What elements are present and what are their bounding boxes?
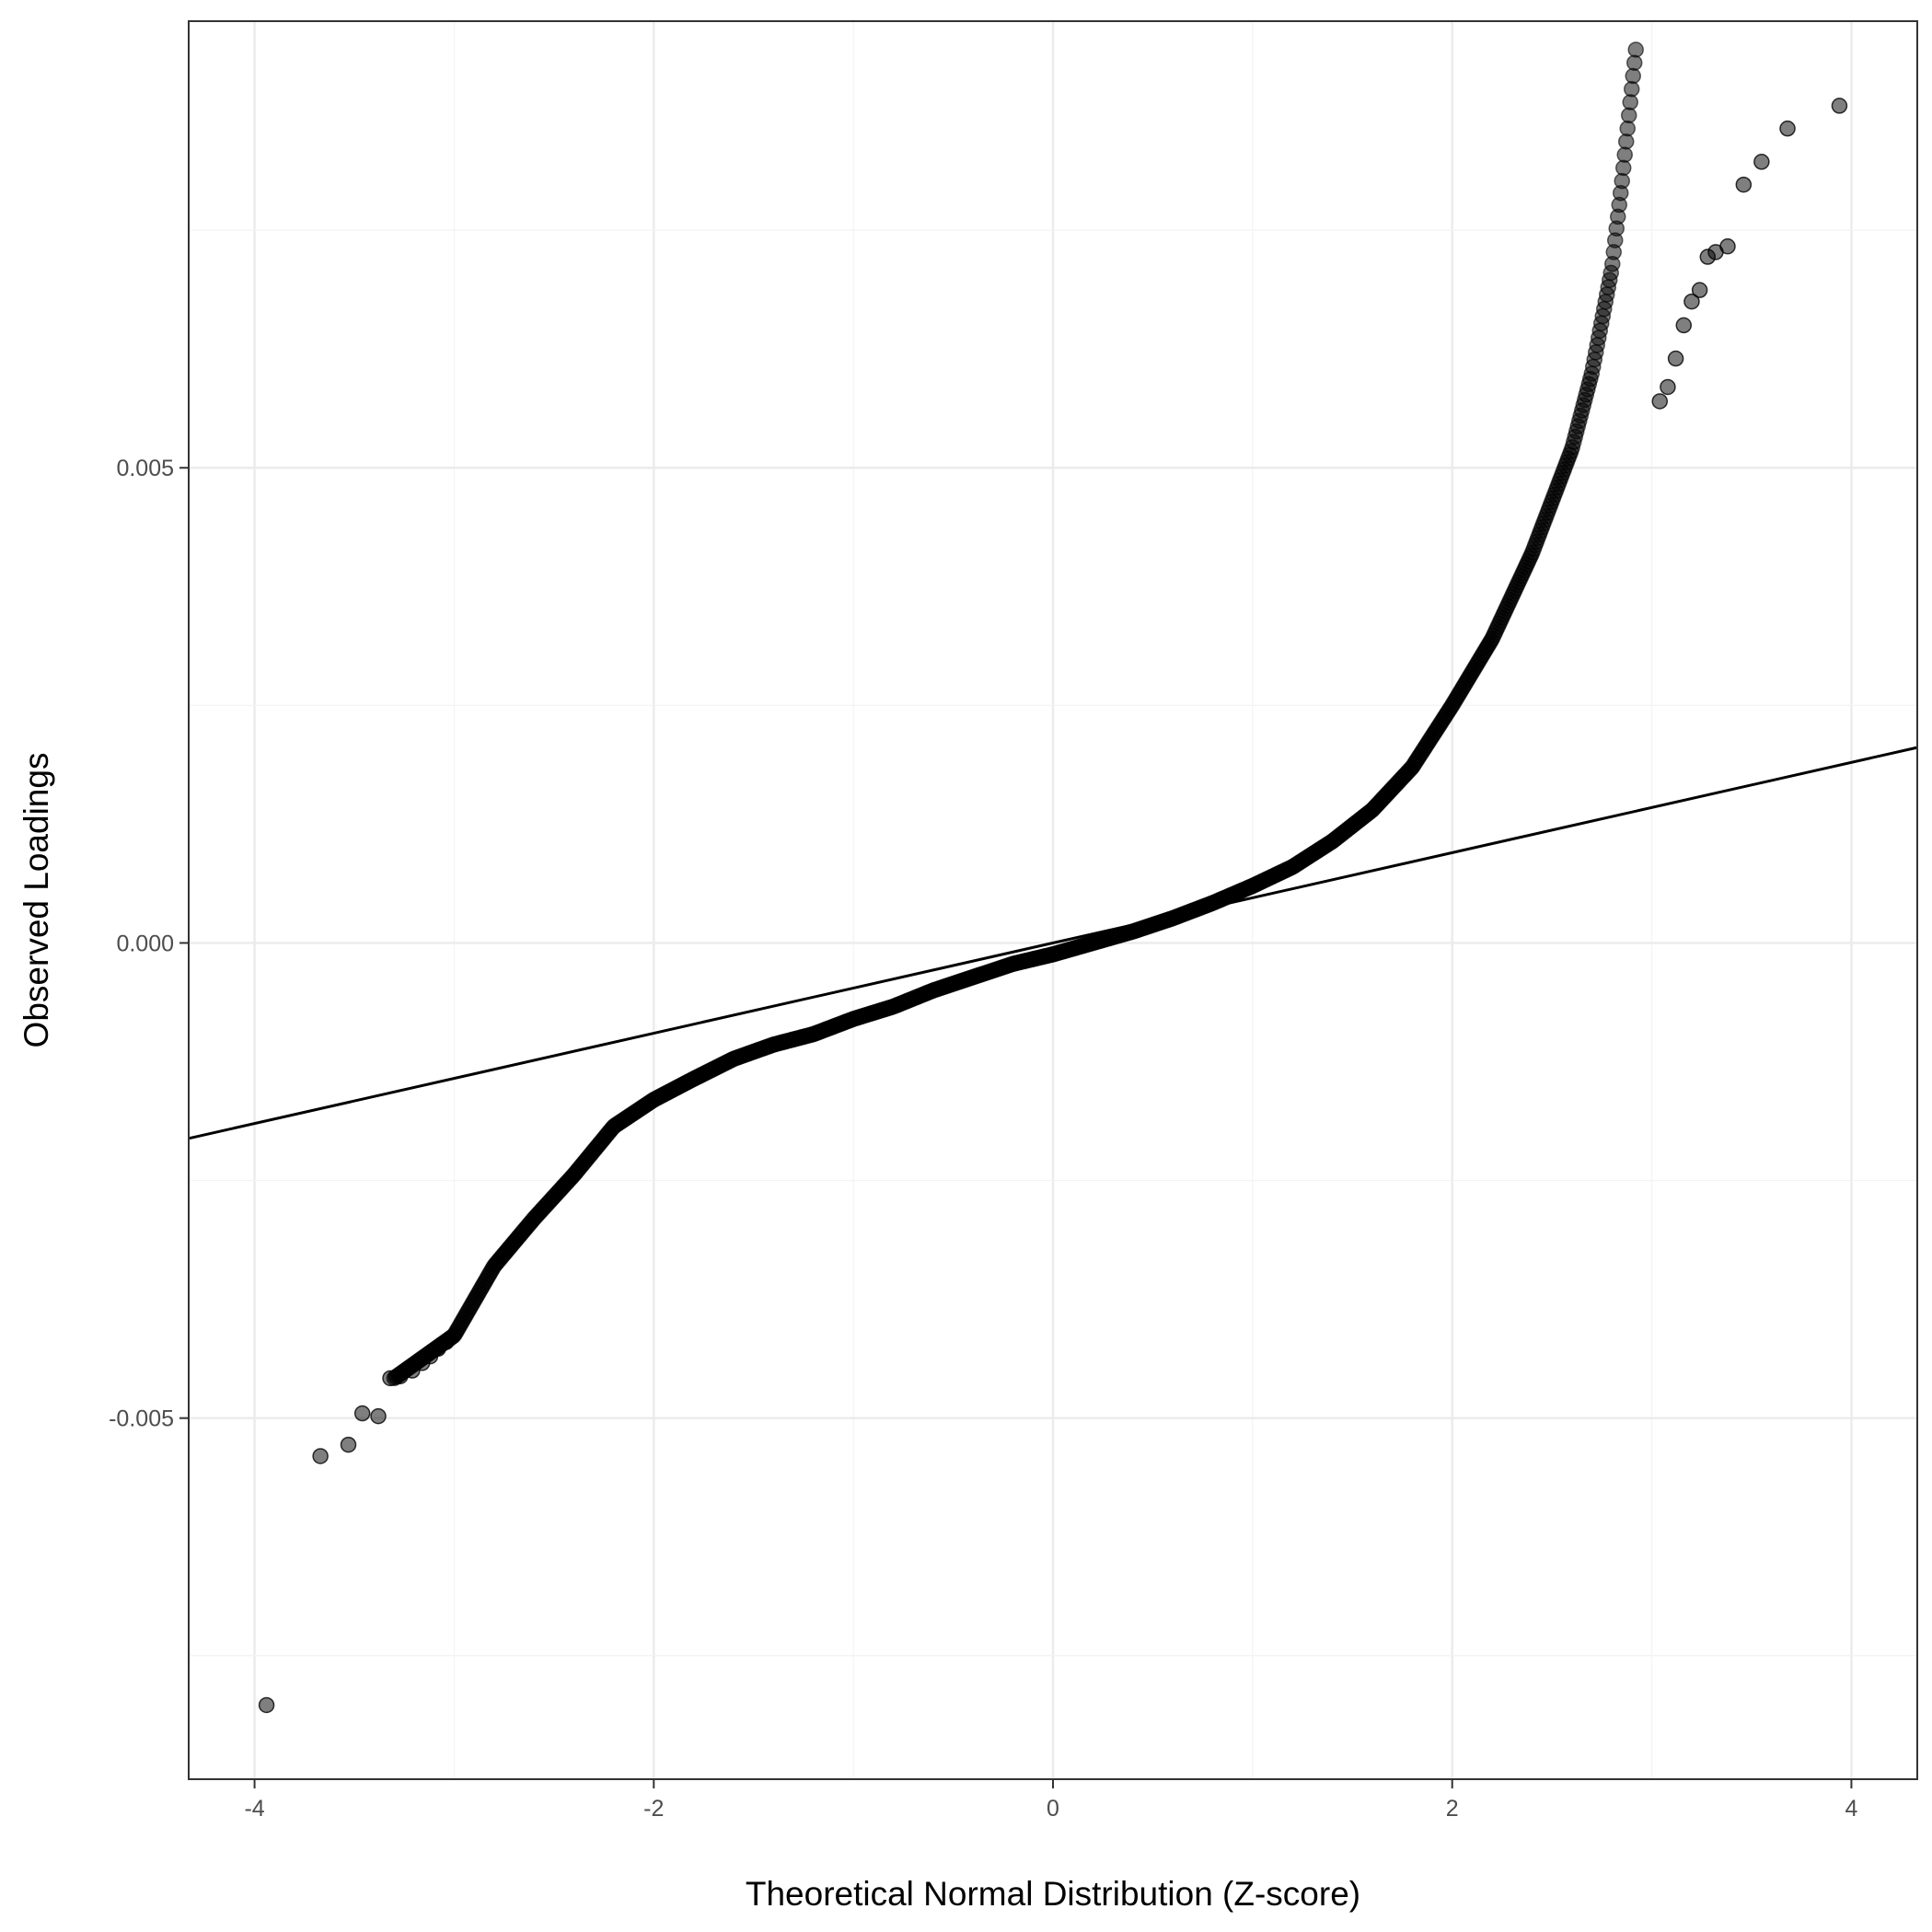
data-point (1620, 107, 1637, 124)
data-point (1779, 120, 1796, 137)
x-axis-title: Theoretical Normal Distribution (Z-score… (746, 1875, 1360, 1913)
data-point (1627, 41, 1644, 58)
data-point (353, 1405, 371, 1422)
data-point (1625, 67, 1641, 85)
data-point (1719, 237, 1736, 255)
data-point (1667, 350, 1684, 367)
data-point (1614, 172, 1630, 190)
reference-line-layer (188, 746, 1918, 1140)
data-point (1619, 120, 1636, 137)
x-tick-label: 4 (1845, 1796, 1857, 1822)
x-axis: -4 -2 0 2 4 (244, 1779, 1857, 1822)
data-point (258, 1696, 275, 1714)
x-tick-label: -4 (244, 1796, 264, 1822)
data-point (1675, 317, 1693, 334)
data-point (437, 1334, 455, 1350)
data-points (258, 41, 1848, 1714)
data-point (1683, 293, 1700, 310)
data-point (1616, 146, 1633, 163)
data-point (1614, 159, 1632, 177)
data-point (1735, 176, 1753, 193)
data-point (1622, 94, 1638, 110)
y-axis-title: Observed Loadings (17, 753, 55, 1048)
x-tick-label: 2 (1446, 1796, 1459, 1822)
data-point (1623, 81, 1640, 98)
y-tick-label: 0.005 (116, 456, 174, 481)
data-point (1660, 378, 1676, 396)
data-point (1651, 393, 1669, 410)
y-tick-label: -0.005 (109, 1406, 174, 1432)
data-point (1691, 282, 1708, 298)
data-point (312, 1448, 329, 1464)
data-point (340, 1436, 357, 1453)
y-tick-label: 0.000 (116, 931, 174, 956)
data-point (1831, 98, 1848, 114)
data-point (1753, 154, 1770, 170)
data-point (1625, 54, 1643, 71)
grid-lines (189, 21, 1917, 1779)
reference-line (188, 746, 1918, 1140)
data-point (1617, 133, 1635, 150)
x-tick-label: -2 (643, 1796, 664, 1822)
y-axis: -0.005 0.000 0.005 (109, 456, 189, 1432)
x-tick-label: 0 (1047, 1796, 1059, 1822)
data-point (370, 1407, 387, 1425)
